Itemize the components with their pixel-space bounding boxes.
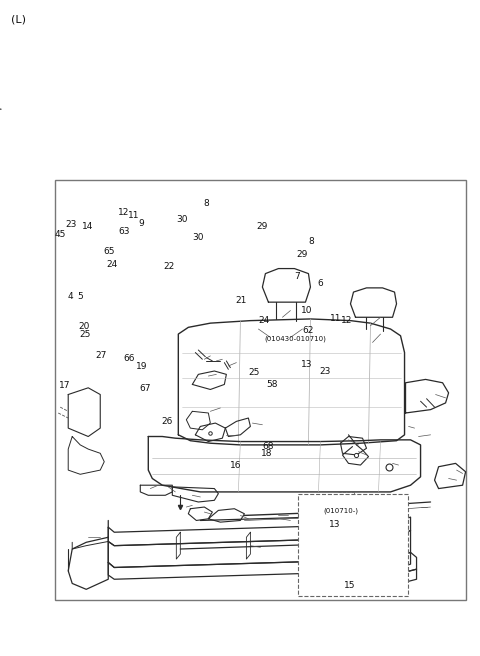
- Text: 11: 11: [330, 314, 342, 323]
- Text: 11: 11: [128, 211, 139, 220]
- Text: 45: 45: [55, 230, 66, 239]
- Text: 58: 58: [266, 380, 277, 389]
- Text: 22: 22: [163, 262, 175, 271]
- Text: 4: 4: [68, 292, 73, 301]
- Text: (L): (L): [11, 14, 25, 24]
- Text: 25: 25: [249, 368, 260, 377]
- Text: 9: 9: [139, 218, 144, 228]
- Text: 17: 17: [59, 381, 71, 390]
- Text: 6: 6: [318, 279, 324, 288]
- Text: 8: 8: [204, 199, 209, 208]
- Text: 66: 66: [123, 354, 134, 363]
- Text: 30: 30: [192, 233, 204, 242]
- Text: 24: 24: [106, 260, 118, 269]
- Text: (010430-010710): (010430-010710): [265, 335, 326, 342]
- Text: 26: 26: [161, 417, 173, 426]
- Text: (010710-): (010710-): [324, 507, 358, 514]
- Text: 25: 25: [80, 330, 91, 339]
- Text: 29: 29: [297, 250, 308, 259]
- Text: 23: 23: [320, 367, 331, 376]
- Text: 63: 63: [118, 227, 130, 236]
- Text: 21: 21: [235, 296, 247, 305]
- Text: 27: 27: [95, 351, 107, 360]
- Text: 12: 12: [118, 208, 130, 217]
- Text: 24: 24: [258, 316, 270, 325]
- Text: 13: 13: [301, 359, 313, 369]
- Text: 20: 20: [78, 321, 90, 331]
- Text: 13: 13: [329, 520, 341, 529]
- Bar: [298, 494, 408, 596]
- Text: 65: 65: [104, 247, 115, 256]
- Text: 23: 23: [65, 220, 77, 229]
- Text: 7: 7: [294, 272, 300, 281]
- Text: 30: 30: [177, 215, 188, 224]
- Text: 10: 10: [301, 306, 313, 315]
- Bar: [55, 180, 466, 600]
- Text: 18: 18: [261, 449, 273, 459]
- Text: 16: 16: [230, 461, 242, 470]
- Text: 62: 62: [302, 326, 314, 335]
- Text: 14: 14: [82, 222, 93, 232]
- Text: 68: 68: [262, 441, 274, 451]
- Text: 12: 12: [341, 316, 352, 325]
- Text: 15: 15: [344, 581, 355, 590]
- Text: 29: 29: [256, 222, 267, 231]
- Text: 8: 8: [308, 237, 314, 246]
- Text: 67: 67: [139, 384, 151, 393]
- Text: 19: 19: [136, 361, 147, 371]
- Text: 5: 5: [78, 292, 84, 301]
